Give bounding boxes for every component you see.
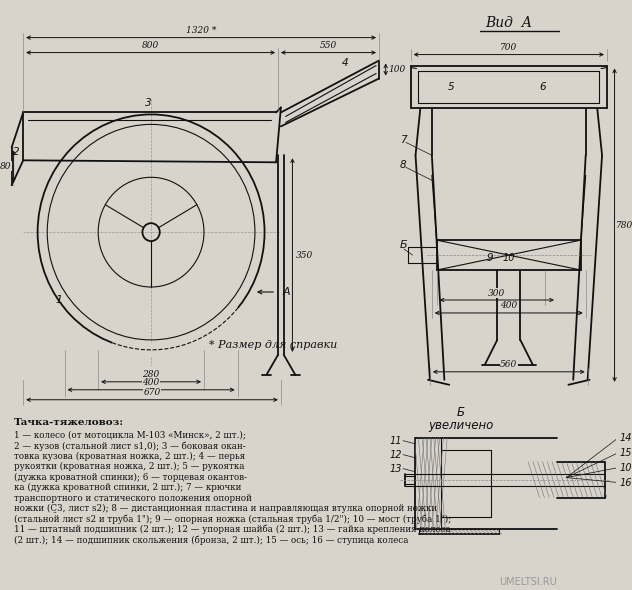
Text: 800: 800 <box>142 41 159 50</box>
Text: 16: 16 <box>619 477 632 487</box>
Text: (2 шт.); 14 — подшипник скольжения (бронза, 2 шт.); 15 — ось; 16 — ступица колес: (2 шт.); 14 — подшипник скольжения (брон… <box>13 536 408 545</box>
Text: 400: 400 <box>142 378 160 387</box>
Text: 300: 300 <box>488 289 505 297</box>
Text: 2 — кузов (стальной лист s1,0); 3 — боковая окан-: 2 — кузов (стальной лист s1,0); 3 — боко… <box>13 441 245 451</box>
Text: 7: 7 <box>399 135 406 145</box>
Text: 13: 13 <box>389 464 402 474</box>
Text: товка кузова (кроватная ножка, 2 шт.); 4 — перья: товка кузова (кроватная ножка, 2 шт.); 4… <box>13 451 245 461</box>
Text: UMELTSI.RU: UMELTSI.RU <box>499 578 557 587</box>
Text: увеличено: увеличено <box>428 419 494 432</box>
Text: * Размер для справки: * Размер для справки <box>209 340 337 350</box>
Text: A: A <box>283 287 291 297</box>
Text: 10: 10 <box>619 463 632 473</box>
Text: 2: 2 <box>13 148 20 158</box>
Text: 350: 350 <box>296 251 313 260</box>
Text: 3: 3 <box>145 99 152 109</box>
Text: транспортного и статического положения опорной: транспортного и статического положения о… <box>13 493 252 503</box>
Text: 1320 *: 1320 * <box>186 26 216 35</box>
Text: 280: 280 <box>142 371 160 379</box>
Text: 4: 4 <box>342 58 349 67</box>
Text: 11 — штатный подшипник (2 шт.); 12 — упорная шайба (2 шт.); 13 — гайка крепления: 11 — штатный подшипник (2 шт.); 12 — упо… <box>13 525 451 535</box>
Text: 6: 6 <box>539 83 546 93</box>
Text: Тачка-тяжеловоз:: Тачка-тяжеловоз: <box>13 418 124 427</box>
Text: 1: 1 <box>55 295 63 305</box>
Text: 780: 780 <box>616 221 632 230</box>
Text: Б: Б <box>400 240 408 250</box>
Text: 14: 14 <box>619 432 632 442</box>
Text: 700: 700 <box>500 43 518 52</box>
Text: ножки (С̤3, лист s2); 8 — дистанционная пластина и направляющая втулка опорной н: ножки (С̤3, лист s2); 8 — дистанционная … <box>13 504 437 513</box>
Text: 560: 560 <box>500 360 518 369</box>
Text: 5: 5 <box>448 83 454 93</box>
Text: (стальной лист s2 и труба 1"); 9 — опорная ножка (стальная труба 1/2"); 10 — мос: (стальной лист s2 и труба 1"); 9 — опорн… <box>13 514 451 524</box>
Text: Б: Б <box>457 407 465 419</box>
Text: Вид  А: Вид А <box>485 16 532 30</box>
Text: рукоятки (кроватная ножка, 2 шт.); 5 — рукоятка: рукоятки (кроватная ножка, 2 шт.); 5 — р… <box>13 462 244 471</box>
Text: (дужка кроватной спинки); 6 — торцевая окантов-: (дужка кроватной спинки); 6 — торцевая о… <box>13 473 246 481</box>
Text: 12: 12 <box>389 450 402 460</box>
Text: 10: 10 <box>502 253 515 263</box>
Text: 9: 9 <box>486 253 493 263</box>
Text: 11: 11 <box>389 435 402 445</box>
Text: ка (дужка кроватной спинки, 2 шт.); 7 — крючки: ка (дужка кроватной спинки, 2 шт.); 7 — … <box>13 483 241 492</box>
Text: 670: 670 <box>143 388 161 397</box>
Text: 80: 80 <box>0 162 11 171</box>
Text: 100: 100 <box>389 65 406 74</box>
Text: 400: 400 <box>500 301 518 310</box>
Text: 8: 8 <box>399 160 406 171</box>
Text: 1 — колесо (от мотоцикла М-103 «Минск», 2 шт.);: 1 — колесо (от мотоцикла М-103 «Минск», … <box>13 431 245 440</box>
Text: 15: 15 <box>619 448 632 458</box>
Text: 550: 550 <box>319 41 337 50</box>
